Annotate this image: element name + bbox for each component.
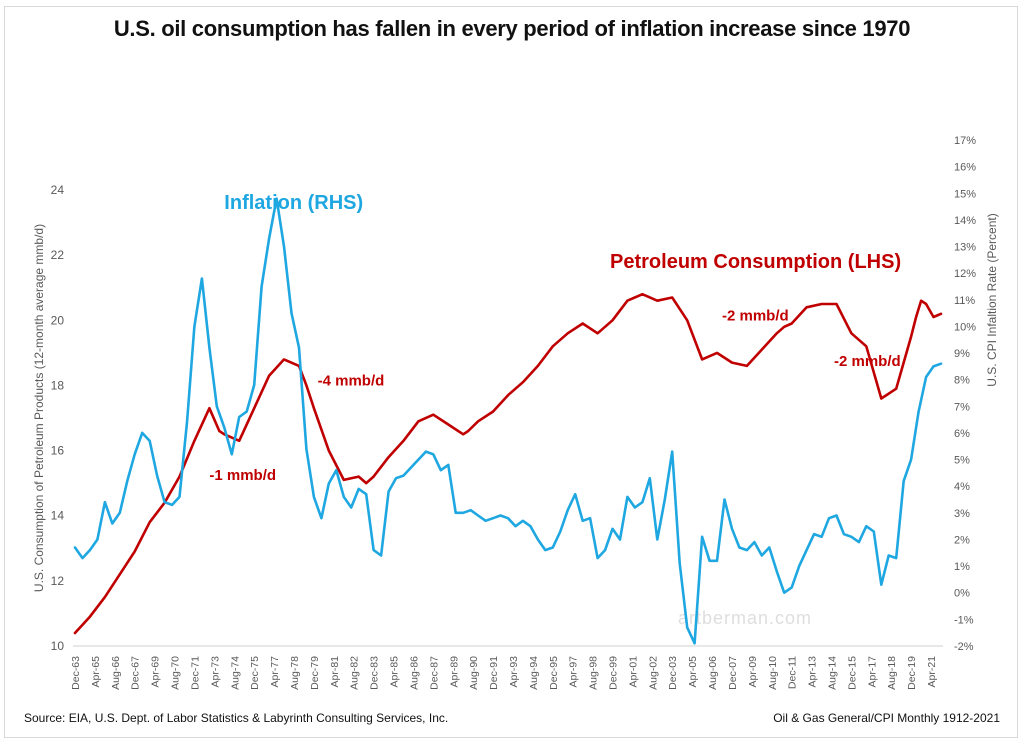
x-tick-label: Apr-93 — [508, 656, 520, 688]
x-tick-label: Dec-71 — [189, 656, 201, 690]
x-tick-label: Apr-21 — [926, 656, 938, 688]
x-tick-label: Aug-74 — [229, 656, 241, 690]
x-tick-label: Apr-17 — [866, 656, 878, 688]
x-tick-label: Dec-83 — [369, 656, 381, 690]
x-tick-label: Aug-78 — [289, 656, 301, 690]
series-group — [73, 197, 943, 645]
x-tick-label: Dec-11 — [787, 656, 799, 689]
y-tick-label-right: -1% — [954, 614, 974, 626]
y-tick-label-right: 6% — [954, 428, 970, 440]
y-tick-label-right: 14% — [954, 215, 976, 227]
y-tick-label-left: 14 — [51, 509, 65, 523]
x-tick-label: Apr-97 — [568, 656, 580, 688]
y-tick-label-left: 16 — [51, 444, 65, 458]
x-tick-label: Dec-63 — [70, 656, 82, 690]
y-axis-right: -2% -1% 0% 1% 2% 3% 4% 5% 6% 7% 8% 9% 10% 11% 12% 13% 14… — [954, 135, 976, 653]
y-tick-label-left: 22 — [51, 248, 65, 262]
y-tick-label-right: 5% — [954, 455, 970, 467]
y-tick-label-left: 18 — [51, 378, 65, 392]
x-tick-label: Dec-03 — [667, 656, 679, 690]
x-tick-label: Dec-95 — [548, 656, 560, 690]
x-tick-label: Dec-87 — [428, 656, 440, 690]
y-tick-label-right: 1% — [954, 561, 970, 573]
x-tick-label: Apr-01 — [627, 656, 639, 688]
y-tick-label-right: 0% — [954, 588, 970, 600]
x-tick-label: Aug-06 — [707, 656, 719, 690]
x-tick-label: Aug-90 — [468, 656, 480, 690]
x-tick-label: Dec-79 — [309, 656, 321, 690]
x-tick-label: Aug-82 — [349, 656, 361, 690]
x-tick-label: Dec-19 — [906, 656, 918, 690]
x-tick-label: Aug-98 — [588, 656, 600, 690]
x-tick-label: Dec-99 — [608, 656, 620, 690]
y-tick-label-right: 17% — [954, 135, 976, 147]
y-tick-label-right: 16% — [954, 162, 976, 174]
x-tick-label: Dec-67 — [130, 656, 142, 690]
y-tick-label-right: 13% — [954, 242, 976, 254]
dataset-note: Oil & Gas General/CPI Monthly 1912-2021 — [773, 711, 1000, 725]
y-tick-label-right: 11% — [954, 295, 975, 307]
y-tick-label-left: 20 — [51, 313, 65, 327]
x-axis: Dec-63 Apr-65 Aug-66 Dec-67 Apr-69 Aug-70 Dec-… — [70, 645, 943, 690]
x-tick-label: Aug-70 — [170, 656, 182, 690]
x-tick-label: Dec-15 — [846, 656, 858, 690]
x-tick-label: Aug-10 — [767, 656, 779, 690]
x-tick-label: Apr-77 — [269, 656, 281, 688]
x-tick-label: Aug-86 — [408, 656, 420, 690]
x-tick-label: Apr-09 — [747, 656, 759, 688]
y-tick-label-left: 10 — [51, 639, 65, 653]
x-tick-label: Aug-66 — [110, 656, 122, 690]
x-tick-label: Aug-18 — [886, 656, 898, 690]
consumption-line — [73, 292, 943, 635]
change-annotation: -4 mmb/d — [318, 372, 385, 389]
x-tick-label: Dec-75 — [249, 656, 261, 690]
y-tick-label-right: 7% — [954, 401, 970, 413]
y-axis-left: 10 12 14 16 18 20 22 24 — [51, 183, 65, 653]
x-tick-label: Apr-65 — [90, 656, 102, 688]
y-tick-label-right: 15% — [954, 188, 976, 200]
y-axis-left-title: U.S. Consumption of Petroleum Products (… — [32, 224, 46, 592]
x-tick-label: Apr-89 — [448, 656, 460, 688]
annotations-group: Inflation (RHS) Petroleum Consumption (LH… — [209, 192, 901, 484]
x-tick-label: Apr-73 — [209, 656, 221, 688]
x-tick-label: Apr-13 — [807, 656, 819, 688]
series-label: Petroleum Consumption (LHS) — [610, 251, 901, 273]
x-tick-label: Dec-91 — [488, 656, 500, 690]
x-tick-label: Apr-69 — [150, 656, 162, 688]
x-tick-label: Aug-02 — [647, 656, 659, 690]
chart-frame — [4, 6, 1018, 738]
x-tick-label: Apr-81 — [329, 656, 341, 688]
change-annotation: -2 mmb/d — [722, 307, 789, 324]
y-tick-label-right: -2% — [954, 641, 974, 653]
x-tick-label: Aug-14 — [827, 656, 839, 690]
series-label: Inflation (RHS) — [224, 192, 363, 214]
y-tick-label-right: 3% — [954, 508, 970, 520]
y-tick-label-right: 12% — [954, 268, 976, 280]
y-tick-label-left: 24 — [51, 183, 65, 197]
x-tick-label: Aug-94 — [528, 656, 540, 690]
watermark: artberman.com — [678, 608, 812, 628]
y-tick-label-right: 10% — [954, 321, 976, 333]
x-tick-label: Apr-85 — [389, 656, 401, 688]
y-tick-label-left: 12 — [51, 574, 65, 588]
chart-title: U.S. oil consumption has fallen in every… — [113, 16, 911, 41]
x-tick-label: Dec-07 — [727, 656, 739, 690]
change-annotation: -1 mmb/d — [209, 467, 276, 484]
x-tick-label: Apr-05 — [687, 656, 699, 688]
y-tick-label-right: 9% — [954, 348, 970, 360]
y-tick-label-right: 2% — [954, 534, 970, 546]
source-note: Source: EIA, U.S. Dept. of Labor Statist… — [24, 711, 449, 725]
change-annotation: -2 mmb/d — [834, 353, 901, 370]
y-tick-label-right: 8% — [954, 375, 970, 387]
y-tick-label-right: 4% — [954, 481, 970, 493]
y-axis-right-title: U.S. CPI Infaltion Rate (Percent) — [985, 213, 999, 386]
